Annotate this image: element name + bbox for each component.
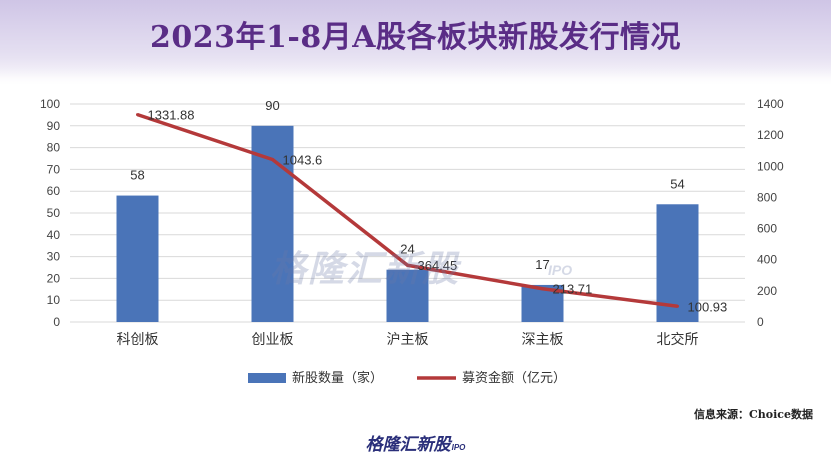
line-point [271, 157, 274, 161]
y-left-tick-label: 40 [47, 228, 61, 242]
bar-value-label: 54 [670, 176, 684, 191]
brand-logo-text: 格隆汇新股 [365, 435, 451, 454]
gridlines [70, 103, 745, 323]
y-right-tick-label: 600 [757, 222, 777, 236]
line-series [136, 112, 679, 309]
line-point [406, 263, 409, 267]
bar-value-label: 58 [130, 168, 144, 183]
line-value-label: 213.71 [553, 282, 593, 297]
legend-bar-label: 新股数量（家） [292, 370, 383, 386]
line-point [676, 304, 679, 308]
y-right-tick-label: 400 [757, 253, 777, 267]
y-left-tick-label: 10 [47, 293, 61, 307]
y-right-tick-label: 200 [757, 284, 777, 298]
bar [116, 195, 159, 322]
y-left-tick-label: 100 [40, 97, 60, 111]
y-right-tick-label: 0 [757, 315, 764, 329]
y-left-tick-label: 20 [47, 271, 61, 285]
line-value-label: 1331.88 [148, 108, 195, 123]
y-left-tick-label: 90 [47, 119, 61, 133]
y-left-tick-label: 80 [47, 141, 61, 155]
chart-title: 2023年1-8月A股各板块新股发行情况 [150, 20, 681, 55]
x-tick-label: 科创板 [117, 332, 159, 348]
bar-series [116, 125, 699, 322]
legend-line-label: 募资金额（亿元） [462, 370, 566, 386]
source-note: 信息来源：Choice数据 [694, 408, 813, 421]
bar [656, 204, 699, 322]
brand-logo-sub: IPO [451, 443, 466, 452]
header-band [0, 0, 831, 78]
x-tick-label: 沪主板 [387, 332, 429, 348]
line-value-label: 100.93 [688, 299, 728, 314]
legend-bar-swatch [248, 373, 286, 383]
bar-value-label: 90 [265, 98, 279, 113]
brand-logo: 格隆汇新股IPO [0, 430, 831, 455]
y-left-tick-label: 30 [47, 250, 61, 264]
bar-value-label: 17 [535, 257, 549, 272]
y-left-tick-label: 50 [47, 206, 61, 220]
legend: 新股数量（家） 募资金额（亿元） [248, 370, 566, 386]
line-point [136, 113, 139, 117]
line-point [541, 287, 544, 291]
y-left-tick-label: 0 [53, 315, 60, 329]
bar [386, 269, 429, 322]
line-value-label: 364.45 [418, 258, 458, 273]
watermark-sub: IPO [548, 262, 573, 278]
y-right-tick-label: 1000 [757, 159, 784, 173]
axes: 0102030405060708090100020040060080010001… [40, 97, 784, 348]
y-left-tick-label: 60 [47, 184, 61, 198]
x-tick-label: 深主板 [522, 332, 564, 348]
data-labels: 58 90 24 17 54 1331.88 1043.6 364.45 213.71 100.9… [130, 98, 727, 314]
y-right-tick-label: 1400 [757, 97, 784, 111]
y-right-tick-label: 1200 [757, 128, 784, 142]
watermark-text: 格隆汇新股 [270, 248, 461, 289]
y-right-tick-label: 800 [757, 190, 777, 204]
y-left-tick-label: 70 [47, 162, 61, 176]
x-tick-label: 创业板 [252, 332, 294, 348]
bar-value-label: 24 [400, 242, 414, 257]
line-value-label: 1043.6 [283, 152, 323, 167]
x-tick-label: 北交所 [657, 331, 699, 348]
